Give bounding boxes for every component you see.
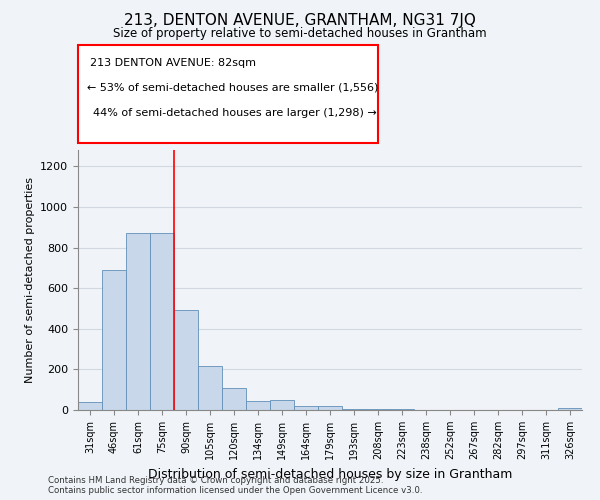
Text: ← 53% of semi-detached houses are smaller (1,556): ← 53% of semi-detached houses are smalle… <box>87 82 379 92</box>
Bar <box>294 406 318 410</box>
X-axis label: Distribution of semi-detached houses by size in Grantham: Distribution of semi-detached houses by … <box>148 468 512 480</box>
Text: 213, DENTON AVENUE, GRANTHAM, NG31 7JQ: 213, DENTON AVENUE, GRANTHAM, NG31 7JQ <box>124 12 476 28</box>
Bar <box>126 234 150 410</box>
Bar <box>102 270 126 410</box>
Bar <box>270 400 294 410</box>
Y-axis label: Number of semi-detached properties: Number of semi-detached properties <box>25 177 35 383</box>
Bar <box>318 406 342 410</box>
Bar <box>150 234 174 410</box>
Bar <box>78 402 102 410</box>
Bar <box>558 408 582 410</box>
Bar <box>366 409 390 410</box>
Text: Size of property relative to semi-detached houses in Grantham: Size of property relative to semi-detach… <box>113 28 487 40</box>
Bar <box>174 310 198 410</box>
Text: 44% of semi-detached houses are larger (1,298) →: 44% of semi-detached houses are larger (… <box>93 108 377 118</box>
Bar <box>222 388 246 410</box>
Bar <box>198 366 222 410</box>
Bar <box>342 409 366 410</box>
Bar <box>246 401 270 410</box>
Text: Contains HM Land Registry data © Crown copyright and database right 2025.
Contai: Contains HM Land Registry data © Crown c… <box>48 476 422 495</box>
Text: 213 DENTON AVENUE: 82sqm: 213 DENTON AVENUE: 82sqm <box>90 58 256 68</box>
